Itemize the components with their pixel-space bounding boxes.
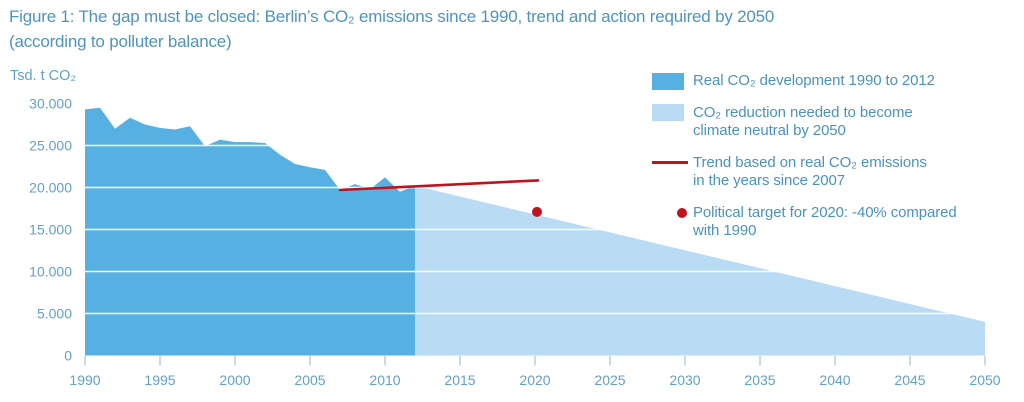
legend-label-real-development: Real CO₂ development 1990 to 2012 xyxy=(693,72,935,89)
y-axis-label-25.000: 25.000 xyxy=(29,138,72,154)
legend-label-reduction-needed: CO₂ reduction needed to become climate n… xyxy=(693,103,913,140)
x-axis-label-2035: 2035 xyxy=(744,372,775,388)
target-dot xyxy=(532,206,542,217)
x-axis-label-1990: 1990 xyxy=(69,372,100,388)
legend-label-trend: Trend based on real CO₂ emissions in the… xyxy=(693,153,927,190)
x-axis-label-1995: 1995 xyxy=(144,372,175,388)
legend-swatch-needed-area xyxy=(652,104,684,121)
y-axis-label-30.000: 30.000 xyxy=(29,96,72,112)
x-axis-label-2010: 2010 xyxy=(369,372,400,388)
y-axis-label-10.000: 10.000 xyxy=(29,264,72,280)
x-axis-label-2030: 2030 xyxy=(669,372,700,388)
legend-label-political-target: Political target for 2020: -40% compared… xyxy=(693,203,957,240)
legend-item-political-target: Political target for 2020: -40% compared… xyxy=(652,204,957,241)
chart-legend: Real CO₂ development 1990 to 2012 CO₂ re… xyxy=(652,72,957,254)
x-axis-label-2050: 2050 xyxy=(969,372,1000,388)
y-axis-label-5.000: 5.000 xyxy=(37,306,72,322)
figure-title-line2: (according to polluter balance) xyxy=(9,31,232,51)
y-axis-label-20.000: 20.000 xyxy=(29,180,72,196)
x-axis-label-2040: 2040 xyxy=(819,372,850,388)
legend-item-real-development: Real CO₂ development 1990 to 2012 xyxy=(652,72,957,91)
figure-title-line1: Figure 1: The gap must be closed: Berlin… xyxy=(9,7,775,26)
y-axis-label-15.000: 15.000 xyxy=(29,222,72,238)
legend-swatch-trend-line xyxy=(652,161,688,164)
x-axis-label-2045: 2045 xyxy=(894,372,925,388)
figure-title: Figure 1: The gap must be closed: Berlin… xyxy=(9,5,1009,54)
legend-item-reduction-needed: CO₂ reduction needed to become climate n… xyxy=(652,104,957,141)
x-axis-label-2020: 2020 xyxy=(519,372,550,388)
x-axis-label-2025: 2025 xyxy=(594,372,625,388)
real-emissions-area xyxy=(85,107,415,356)
x-axis-label-2015: 2015 xyxy=(444,372,475,388)
legend-swatch-target-dot xyxy=(677,207,687,218)
y-axis-label-0: 0 xyxy=(64,348,72,364)
y-axis-unit-label: Tsd. t CO₂ xyxy=(10,68,77,84)
legend-swatch-real-area xyxy=(652,72,684,90)
x-axis-label-2000: 2000 xyxy=(219,372,250,388)
legend-item-trend: Trend based on real CO₂ emissions in the… xyxy=(652,154,957,191)
trend-line xyxy=(338,179,540,192)
x-axis-label-2005: 2005 xyxy=(294,372,325,388)
